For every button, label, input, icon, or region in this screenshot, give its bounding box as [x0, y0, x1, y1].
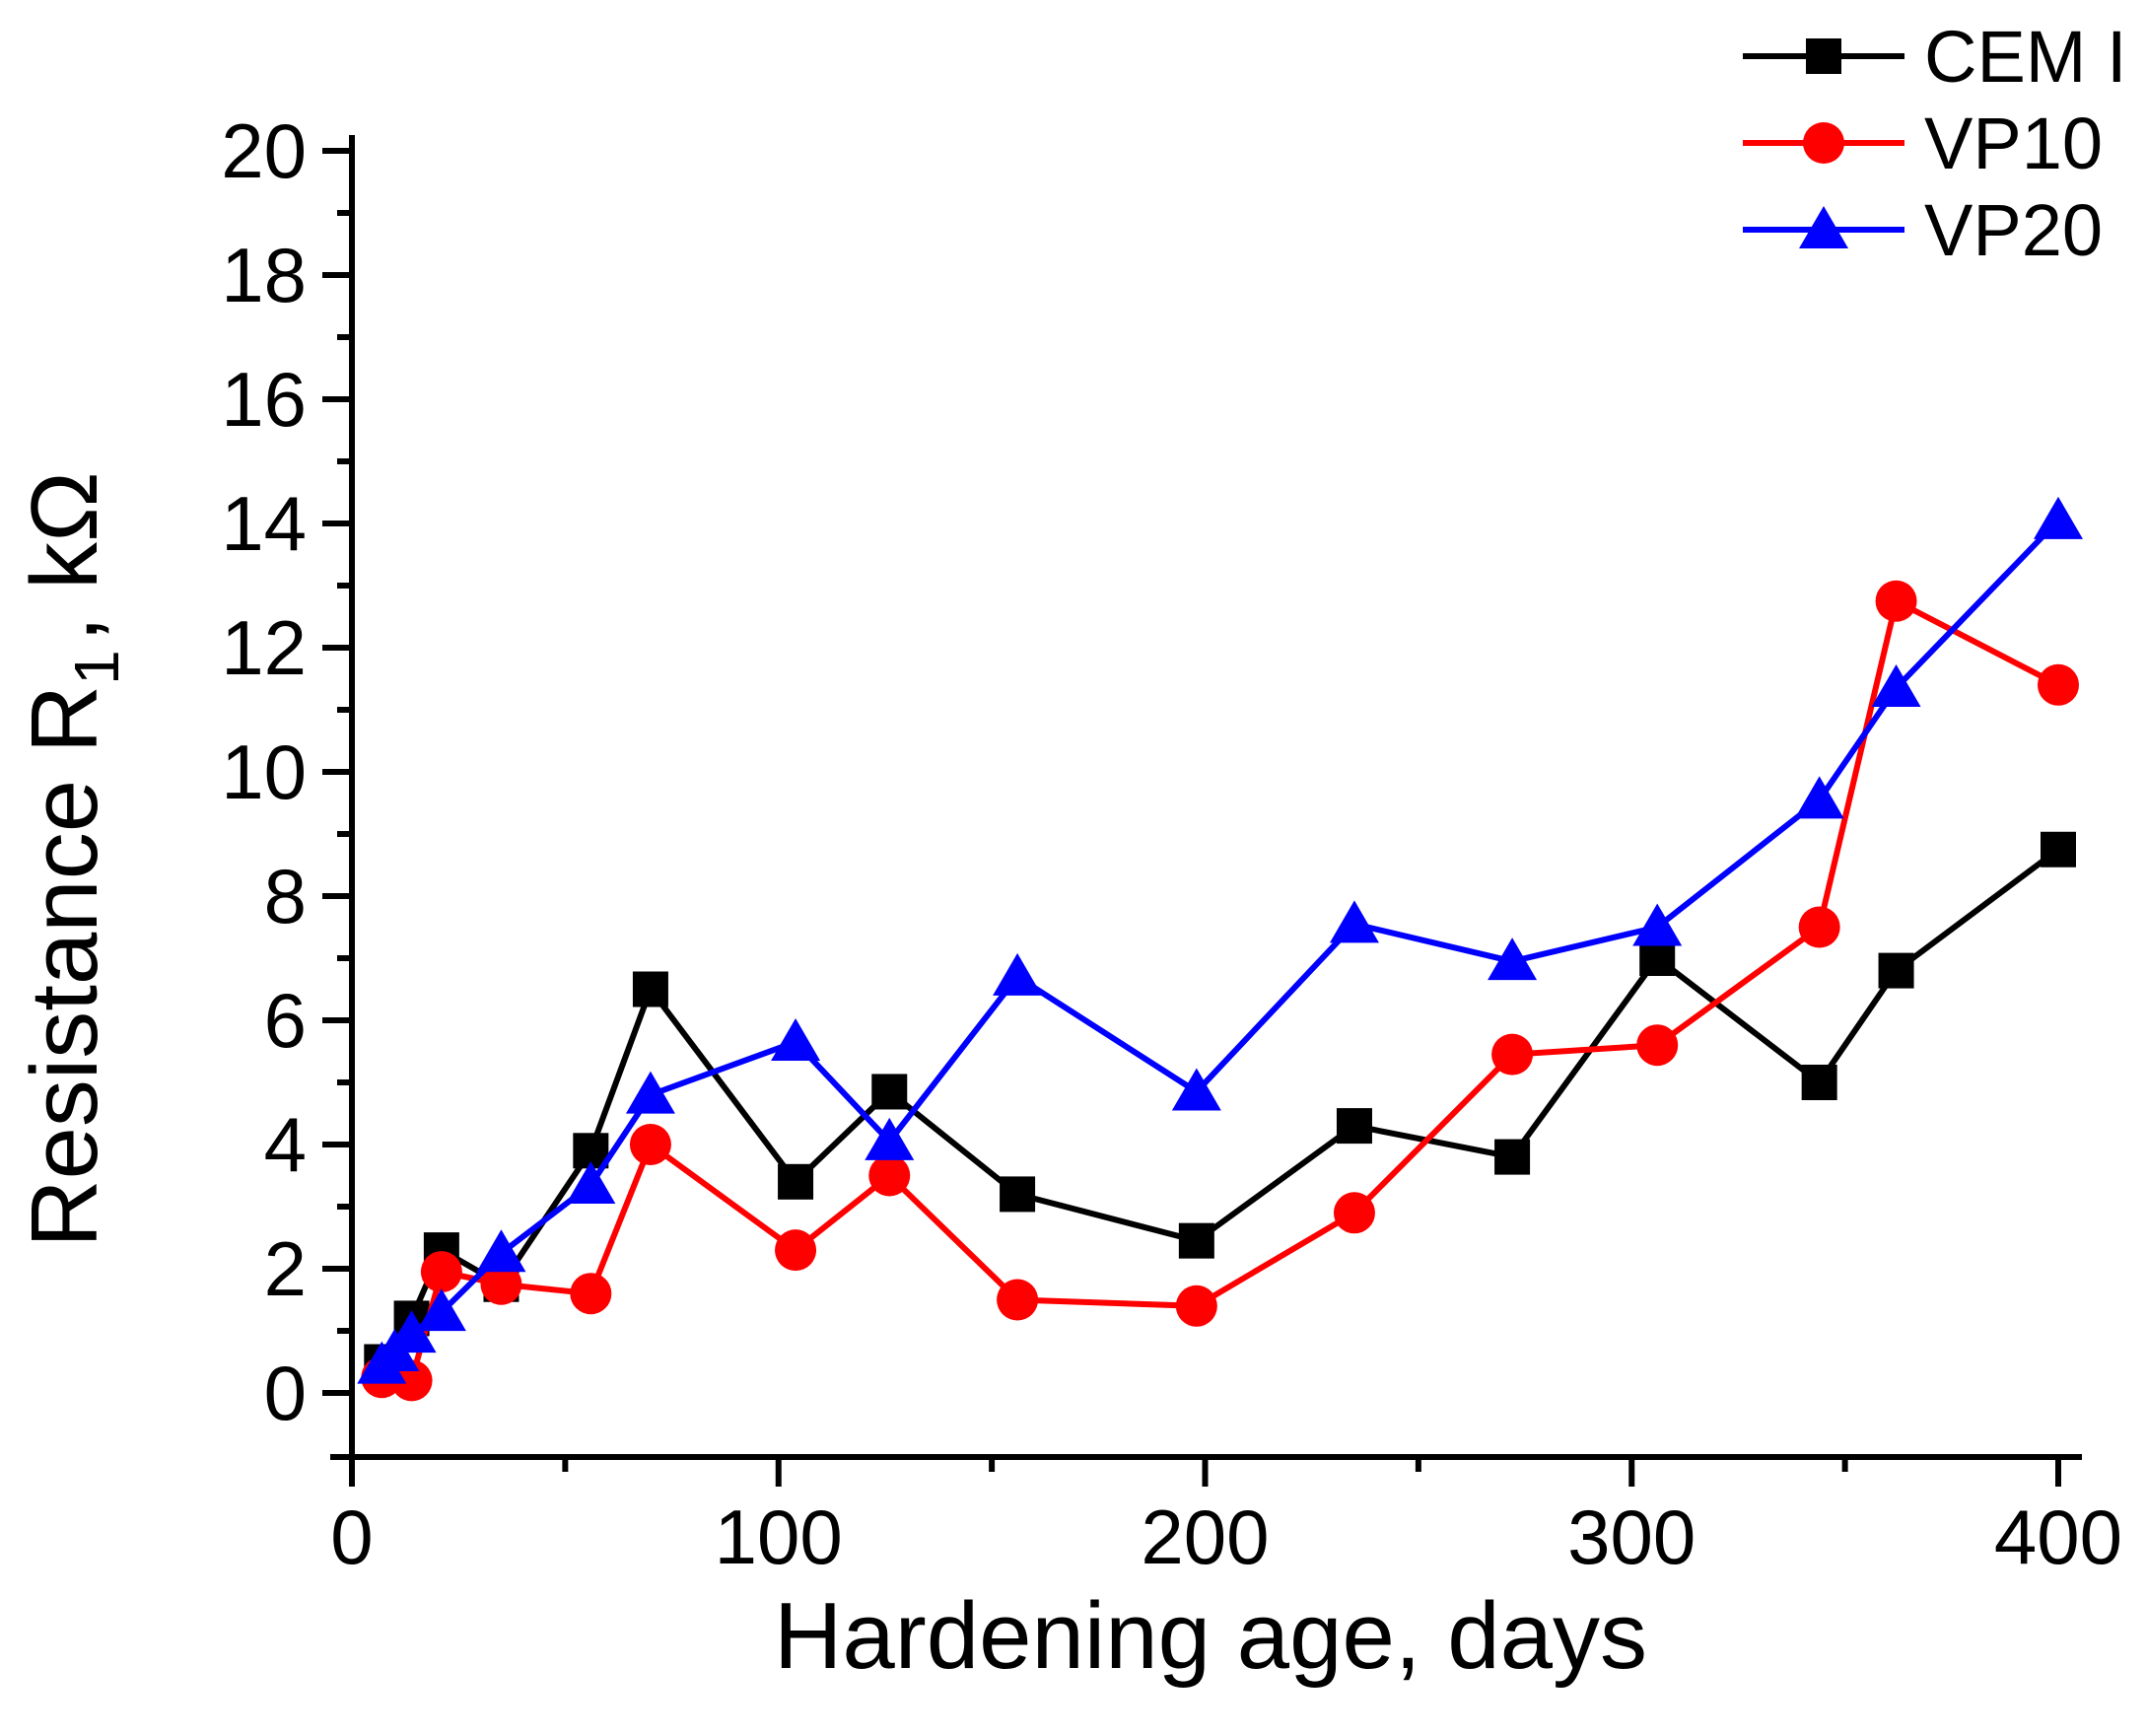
y-tick-label: 6 [264, 977, 307, 1064]
triangle-marker [1488, 937, 1538, 981]
triangle-marker [993, 952, 1043, 996]
series-line [379, 847, 2060, 1364]
circle-marker [775, 1229, 817, 1272]
x-tick-label: 300 [1567, 1493, 1696, 1580]
circle-marker [1175, 1285, 1217, 1327]
y-tick-label: 12 [221, 604, 307, 691]
y-tick-label: 18 [221, 232, 307, 318]
circle-marker [480, 1263, 522, 1305]
triangle-marker [1632, 903, 1683, 946]
square-marker [2041, 831, 2076, 868]
triangle-marker [865, 1117, 915, 1160]
x-tick-label: 200 [1141, 1493, 1269, 1580]
legend-triangle-marker [1799, 206, 1848, 248]
legend-circle-marker [1803, 122, 1844, 164]
triangle-marker [1171, 1068, 1221, 1111]
series-vp20 [357, 496, 2083, 1384]
circle-marker [1875, 580, 1917, 622]
triangle-marker [1329, 900, 1379, 943]
square-marker [1494, 1139, 1531, 1175]
legend-label: VP20 [1924, 189, 2103, 271]
y-tick-label: 0 [264, 1350, 307, 1436]
square-marker [1639, 940, 1676, 976]
triangle-marker [416, 1288, 466, 1332]
square-marker [778, 1163, 814, 1200]
y-axis-title-main: Resistance R [12, 685, 117, 1248]
circle-marker [2038, 663, 2079, 706]
y-axis-title: Resistance R1 , kΩ [12, 471, 132, 1248]
series-vp10 [361, 580, 2079, 1402]
circle-marker [1636, 1024, 1679, 1067]
circle-marker [1798, 906, 1840, 948]
legend-item-vp10: VP10 [1743, 103, 2103, 184]
circle-marker [570, 1273, 612, 1315]
triangle-marker [1794, 776, 1844, 819]
x-tick-label: 100 [715, 1493, 843, 1580]
legend-label: VP10 [1924, 103, 2103, 184]
y-tick-label: 8 [264, 853, 307, 939]
triangle-marker [386, 1310, 437, 1354]
y-axis-title-unit: , kΩ [12, 471, 117, 642]
y-tick-label: 14 [221, 480, 307, 567]
square-marker [632, 971, 668, 1007]
square-marker [1178, 1222, 1214, 1259]
triangle-marker [1871, 663, 1921, 707]
circle-marker [1491, 1033, 1534, 1076]
circle-marker [997, 1279, 1039, 1321]
legend-item-vp20: VP20 [1743, 189, 2103, 271]
x-tick-label: 0 [330, 1493, 373, 1580]
circle-marker [1333, 1192, 1375, 1234]
square-marker [1878, 952, 1914, 989]
square-marker [1801, 1065, 1837, 1100]
square-marker [1336, 1108, 1372, 1145]
axes: 0 100 200 300 400 0 2 4 6 8 10 12 14 16 18 20 [221, 107, 2122, 1580]
circle-marker [420, 1251, 462, 1293]
y-tick-label: 4 [264, 1101, 307, 1188]
y-tick-label: 10 [221, 729, 307, 815]
x-tick-label: 400 [1994, 1493, 2122, 1580]
square-marker [871, 1074, 908, 1110]
triangle-marker [625, 1071, 675, 1114]
y-axis-title-subscript: 1 [61, 650, 132, 685]
data-series-layer [357, 496, 2083, 1402]
x-axis-title: Hardening age, days [774, 1583, 1647, 1689]
circle-marker [868, 1154, 911, 1197]
triangle-marker [476, 1229, 526, 1273]
y-tick-label: 16 [221, 356, 307, 443]
triangle-marker [566, 1160, 616, 1204]
legend-item-cemi: CEM I [1743, 16, 2127, 98]
triangle-marker [2034, 496, 2083, 539]
legend-label: CEM I [1924, 16, 2127, 98]
circle-marker [629, 1124, 671, 1165]
series-line [381, 596, 2060, 1384]
legend-square-marker [1806, 38, 1841, 74]
y-tick-label: 20 [221, 107, 307, 194]
square-marker [1000, 1176, 1036, 1213]
triangle-marker [771, 1018, 821, 1062]
y-tick-label: 2 [264, 1225, 307, 1312]
